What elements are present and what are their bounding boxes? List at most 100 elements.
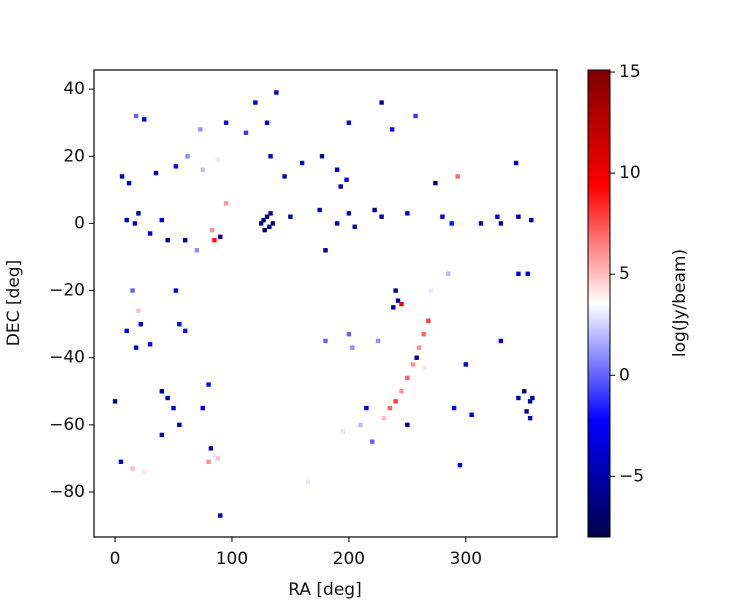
point [516,395,521,401]
point [319,154,325,159]
point [267,224,272,229]
point [416,345,422,350]
point [136,211,141,216]
colorbar-tick-label: −5 [619,466,644,486]
y-axis-label: DEC [deg] [4,260,24,346]
point [334,167,340,172]
point [381,415,387,421]
point [393,288,398,293]
point [426,318,431,323]
point [364,405,369,411]
point [428,288,433,293]
point [352,224,357,229]
point [344,177,349,182]
point [173,164,179,169]
point [209,227,215,233]
point [147,231,153,236]
point [133,345,139,350]
point [288,214,293,219]
y-tick-label: −40 [49,348,85,368]
colorbar-tick-label: 10 [619,163,641,183]
point [185,154,190,159]
point [218,234,223,240]
point [516,271,521,276]
point [346,211,352,216]
point [358,422,363,428]
point [451,405,457,411]
point [410,362,416,367]
point [258,221,264,226]
point [524,409,529,414]
point [440,214,445,219]
point [495,214,500,219]
colorbar-tick-label: 15 [619,62,641,82]
point [200,405,205,411]
point [215,456,221,461]
point [455,174,460,179]
point [372,207,377,213]
point [323,338,328,344]
point [159,389,165,394]
point [126,180,132,186]
point [405,422,410,428]
point [270,221,276,226]
point [391,305,396,310]
y-tick-label: −20 [49,281,85,301]
point [522,389,527,394]
point [389,127,395,132]
colorbar-tick-label: 5 [619,264,630,284]
point [268,211,273,216]
colorbar-label: log(Jy/beam) [670,249,690,357]
point [457,462,463,468]
point [282,174,287,179]
point [124,328,129,334]
point [147,342,153,347]
point [223,120,229,125]
point [153,170,159,176]
point [346,332,352,337]
colorbar-tick-label: 0 [619,365,630,385]
point [212,238,217,243]
plot-frame [93,69,558,538]
point [525,271,530,276]
point [142,469,147,475]
point [165,395,170,401]
x-tick-label: 300 [450,549,482,569]
point [399,389,404,394]
point [268,154,273,159]
point [449,221,454,226]
point [463,362,469,367]
point [498,221,504,226]
point [350,345,355,350]
y-tick-label: −80 [49,482,85,502]
point [516,214,521,219]
y-tick-label: 20 [63,146,85,166]
point [130,466,135,471]
point [414,355,419,360]
point [498,338,504,344]
point [421,332,426,337]
point [165,238,170,243]
point [305,479,311,485]
point [262,227,267,233]
point [133,113,139,119]
point [530,395,535,401]
point [182,328,188,334]
point [317,207,322,213]
point [177,321,182,327]
point [136,308,141,313]
point [323,248,328,253]
point [387,405,393,411]
point [173,288,179,293]
point [469,412,474,417]
point [375,338,381,344]
point [215,157,221,162]
point [446,271,451,276]
point [529,217,534,223]
point [527,415,533,421]
point [478,221,484,226]
point [124,217,129,223]
point [433,180,438,186]
point [130,288,135,293]
